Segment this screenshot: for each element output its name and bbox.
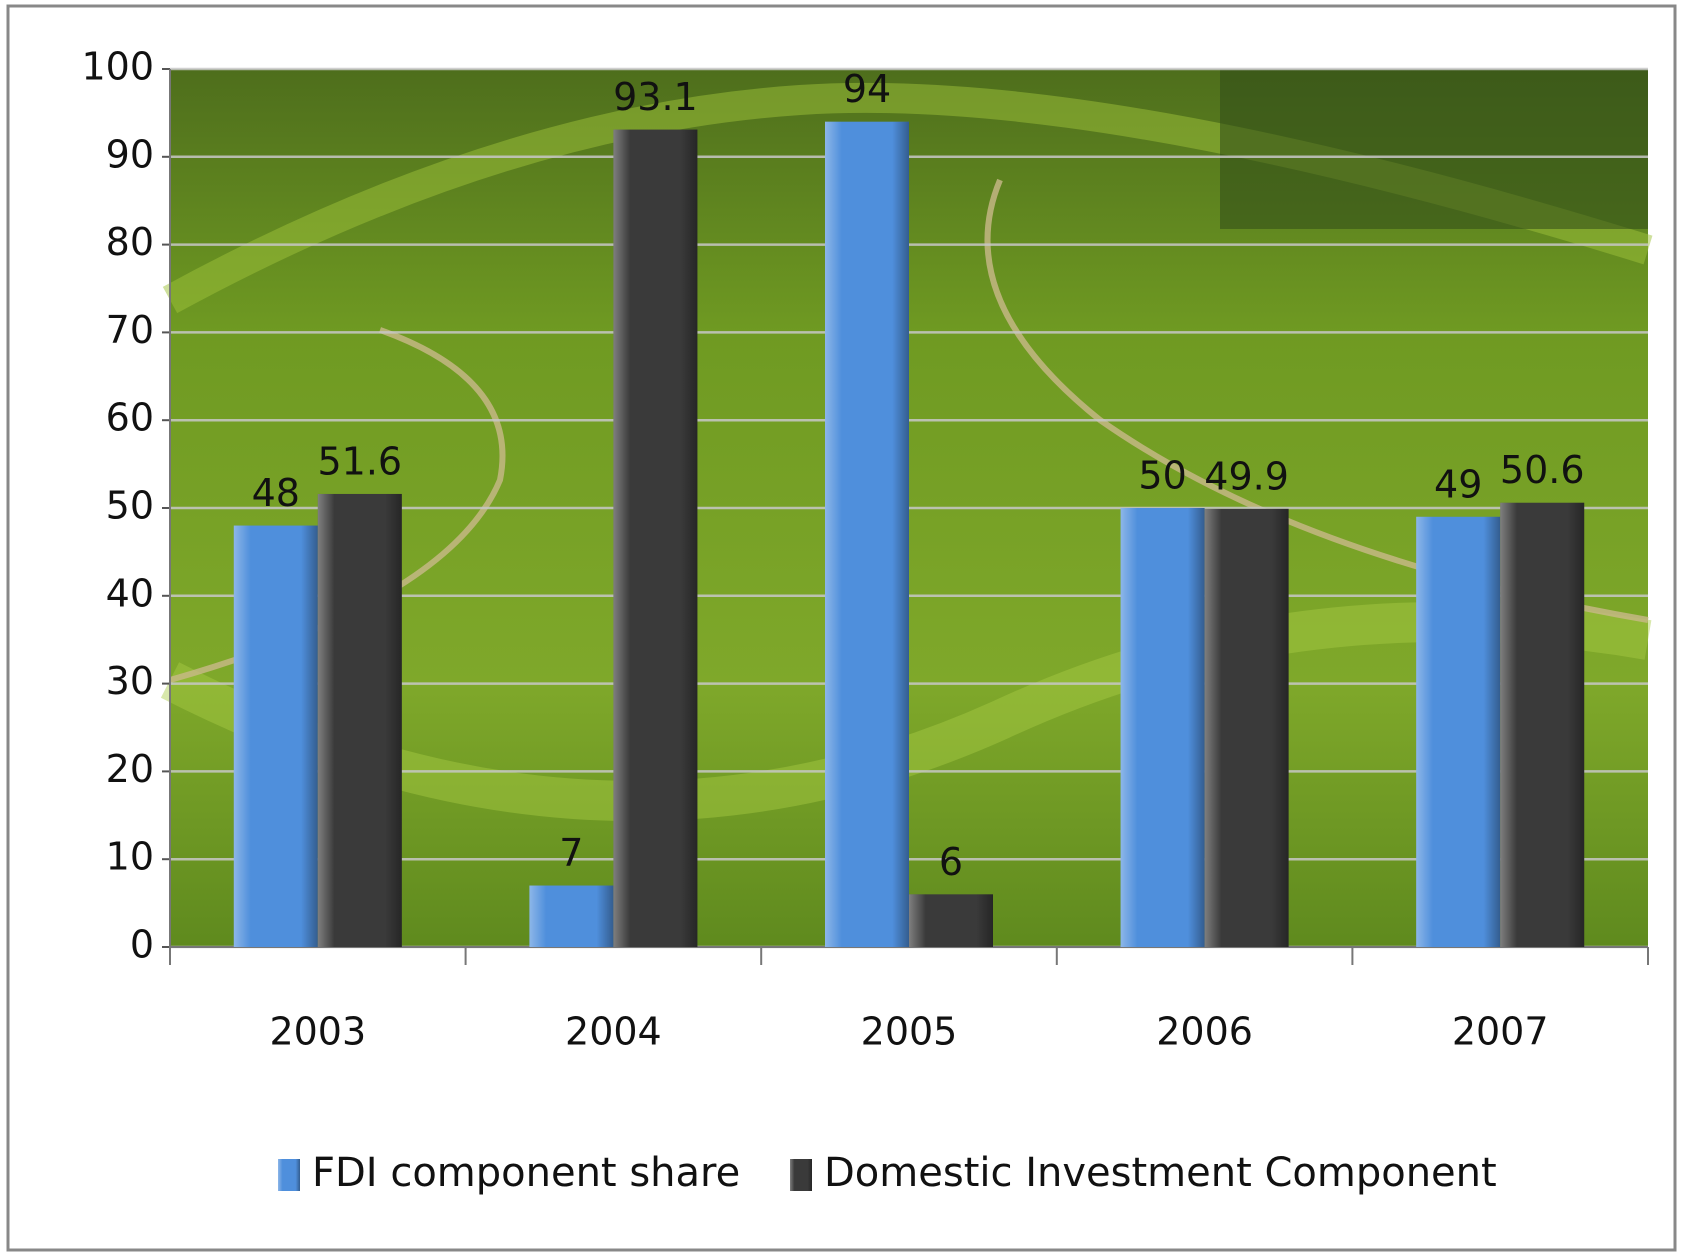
y-tick-label: 80 xyxy=(106,220,154,264)
x-tick-label: 2004 xyxy=(565,1010,662,1054)
bar-bevel xyxy=(1120,508,1205,947)
bar-bevel xyxy=(233,525,318,947)
value-label: 49.9 xyxy=(1204,454,1289,498)
bar-bevel xyxy=(1500,502,1585,947)
y-tick-label: 40 xyxy=(106,571,154,615)
value-label: 48 xyxy=(252,471,300,515)
bar-bevel xyxy=(1204,508,1289,947)
value-label: 49 xyxy=(1434,462,1482,506)
value-label: 6 xyxy=(939,840,963,884)
y-tick-label: 100 xyxy=(81,45,154,89)
y-tick-label: 50 xyxy=(106,484,154,528)
y-tick-label: 10 xyxy=(106,835,154,879)
y-tick-label: 90 xyxy=(106,132,154,176)
y-tick-label: 60 xyxy=(106,396,154,440)
legend-label: Domestic Investment Component xyxy=(824,1150,1497,1196)
x-tick-label: 2003 xyxy=(269,1010,366,1054)
y-tick-label: 70 xyxy=(106,308,154,352)
x-tick-label: 2007 xyxy=(1452,1010,1549,1054)
bar-bevel xyxy=(909,894,993,947)
value-label: 50 xyxy=(1138,454,1186,498)
y-tick-label: 20 xyxy=(106,747,154,791)
value-label: 51.6 xyxy=(317,439,402,483)
x-tick-label: 2006 xyxy=(1156,1010,1253,1054)
bar-bevel xyxy=(1416,516,1501,947)
value-label: 7 xyxy=(559,831,583,875)
bar-bevel xyxy=(825,121,909,948)
x-tick-label: 2005 xyxy=(861,1010,958,1054)
y-tick-label: 0 xyxy=(130,923,154,967)
y-tick-label: 30 xyxy=(106,659,154,703)
value-label: 50.6 xyxy=(1500,448,1585,492)
value-label: 93.1 xyxy=(613,75,698,119)
legend-swatch-bevel xyxy=(278,1159,300,1191)
value-label: 94 xyxy=(843,67,891,111)
bar-bevel xyxy=(529,885,614,947)
bar-bevel xyxy=(317,493,402,947)
legend-label: FDI component share xyxy=(312,1150,740,1196)
bar-bevel xyxy=(613,129,698,947)
legend-swatch-bevel xyxy=(790,1159,812,1191)
